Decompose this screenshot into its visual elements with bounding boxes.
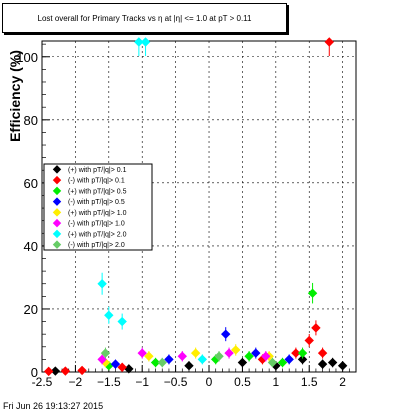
data-point (197, 354, 208, 365)
series-group (110, 327, 294, 369)
legend-entry: (+) with pT/|q|> 2.0 (68, 231, 127, 238)
y-tick-label: 60 (24, 176, 38, 191)
data-point (224, 348, 234, 358)
data-point (337, 360, 348, 371)
data-point (137, 348, 147, 358)
data-point (284, 354, 294, 365)
y-tick-label: 40 (24, 239, 38, 254)
data-point (214, 351, 224, 361)
series-group (104, 282, 318, 371)
data-point (164, 354, 174, 365)
data-point (291, 348, 301, 358)
x-tick-label: 0.5 (234, 375, 251, 389)
data-point (317, 359, 328, 369)
data-point (317, 348, 328, 358)
data-point (261, 351, 271, 361)
data-point (237, 357, 248, 368)
y-tick-label: 100 (16, 50, 38, 65)
legend-entry: (-) with pT/|q|> 0.5 (68, 199, 125, 206)
x-tick-label: -2.5 (32, 375, 53, 389)
data-point (144, 351, 154, 361)
legend-entry: (+) with pT/|q|> 0.5 (68, 188, 127, 195)
data-point (251, 348, 261, 358)
legend-entry: (-) with pT/|q|> 0.1 (68, 178, 125, 185)
x-tick-label: −1.5 (97, 375, 121, 389)
data-point (277, 357, 288, 368)
data-point (267, 357, 278, 368)
data-point (50, 366, 61, 376)
series-group (97, 347, 271, 365)
chart-title-box: Lost overall for Primary Tracks vs η at … (2, 3, 287, 33)
data-points (43, 37, 348, 377)
data-point (150, 357, 161, 368)
legend-box (43, 163, 153, 251)
data-point (100, 348, 111, 358)
x-tick-label: 1.5 (301, 375, 318, 389)
data-point (60, 366, 71, 376)
data-point (184, 360, 194, 371)
data-point (97, 279, 107, 289)
data-point (117, 362, 127, 372)
data-point (190, 348, 201, 358)
legend-marker (52, 240, 62, 249)
data-point (117, 316, 127, 327)
y-axis-label: Efficiency (%) (7, 50, 23, 142)
series-group (97, 37, 208, 365)
x-tick-label: 1 (272, 375, 279, 389)
y-tick-label: 20 (24, 302, 38, 317)
data-point (244, 351, 254, 361)
legend-marker (52, 175, 62, 185)
legend-entry: (-) with pT/|q|> 1.0 (68, 221, 125, 228)
series-group (43, 37, 334, 377)
data-point (77, 365, 87, 376)
legend-marker (52, 229, 62, 239)
x-tick-label: −2 (69, 375, 83, 389)
legend-marker (52, 165, 62, 174)
data-point (221, 329, 231, 339)
data-point (304, 335, 314, 346)
data-point (297, 348, 308, 358)
x-tick-label: −0.5 (164, 375, 188, 389)
x-axis-label: η (350, 395, 357, 400)
data-point (231, 345, 241, 355)
data-point (324, 37, 334, 47)
data-point (297, 354, 308, 365)
y-tick-label: 80 (24, 113, 38, 128)
legend-marker (52, 208, 62, 217)
legend-entry: (+) with pT/|q|> 0.1 (68, 167, 127, 174)
x-tick-label: 2 (339, 375, 346, 389)
grid (41, 41, 356, 373)
y-tick-label: 0 (31, 365, 38, 380)
legend-entry: (-) with pT/|q|> 2.0 (68, 242, 125, 249)
legend-marker (52, 218, 62, 228)
chart-title: Lost overall for Primary Tracks vs η at … (37, 13, 252, 23)
data-point (43, 366, 54, 377)
data-point (97, 354, 107, 365)
legend-entry: (+) with pT/|q|> 1.0 (68, 210, 127, 217)
data-point (110, 359, 121, 369)
data-point (157, 357, 167, 368)
series-group (50, 354, 348, 376)
legend-marker (52, 197, 62, 206)
x-tick-label: 0 (206, 375, 213, 389)
data-point (140, 37, 151, 47)
data-point (327, 357, 338, 368)
data-point (104, 310, 114, 320)
timestamp-footer: Fri Jun 26 19:13:27 2015 (3, 401, 104, 411)
legend-marker (52, 186, 62, 196)
series-group (100, 347, 278, 368)
x-tick-label: −1 (135, 375, 149, 389)
legend: (+) with pT/|q|> 0.1 (-) with pT/|q|> 0.1… (43, 163, 153, 251)
data-point (307, 288, 318, 298)
data-point (134, 37, 144, 47)
data-point (177, 351, 188, 361)
data-point (311, 323, 321, 333)
